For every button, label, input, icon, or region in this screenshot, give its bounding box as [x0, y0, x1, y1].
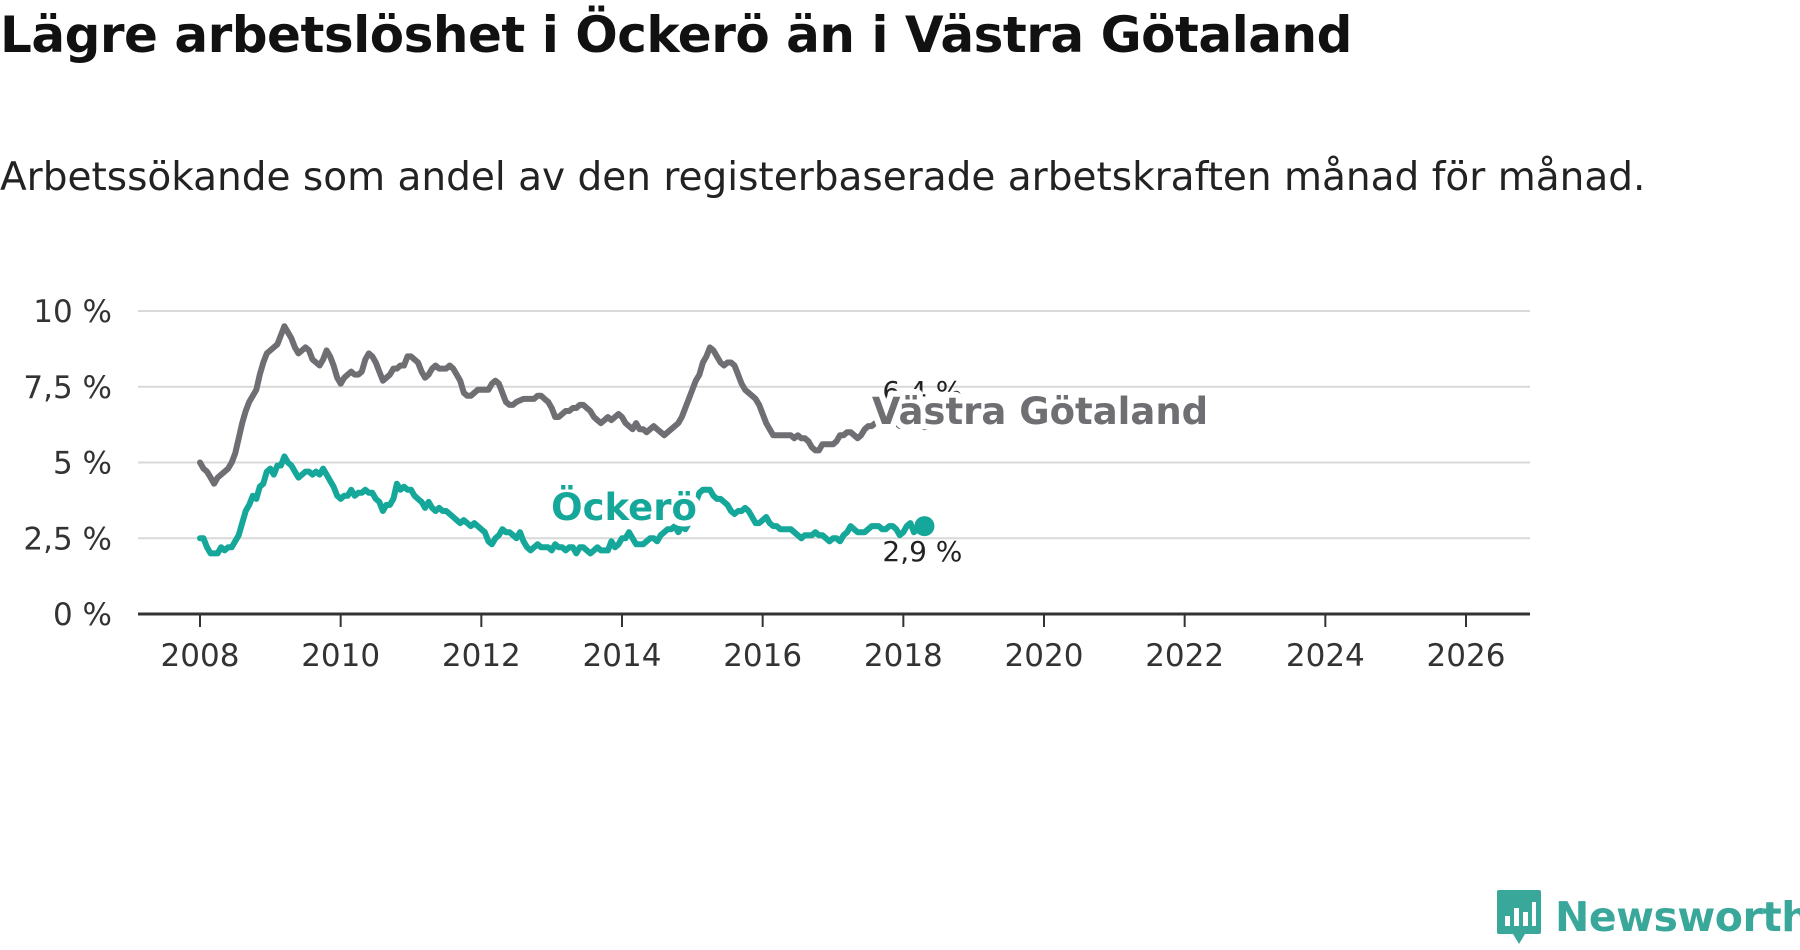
x-tick-label: 2022: [1145, 638, 1224, 674]
series-name-label: Västra Götaland: [872, 390, 1208, 433]
x-tick-label: 2016: [723, 638, 802, 674]
end-point-marker: [914, 410, 935, 431]
end-value-label: 6,4 %: [882, 375, 962, 408]
series-line-ockero: [197, 453, 928, 557]
end-value-label: 2,9 %: [882, 535, 962, 568]
series-line-vastra-gotaland: [197, 323, 928, 487]
x-tick-label: 2026: [1427, 638, 1506, 674]
x-tick-label: 2012: [442, 638, 521, 674]
brand-logo[interactable]: Newsworthy: [1495, 888, 1800, 946]
y-tick-label: 2,5 %: [23, 521, 112, 557]
y-tick-label: 0 %: [53, 597, 112, 633]
chart-title: Lägre arbetslöshet i Öckerö än i Västra …: [0, 6, 1352, 64]
chart-subtitle: Arbetssökande som andel av den registerb…: [0, 155, 1646, 200]
x-tick-label: 2024: [1286, 638, 1365, 674]
y-axis: 0 % 2,5 % 5 % 7,5 % 10 %: [23, 294, 112, 633]
x-tick-label: 2008: [161, 638, 240, 674]
brand-name: Newsworthy: [1555, 893, 1800, 941]
y-tick-label: 5 %: [53, 446, 112, 482]
x-tick-label: 2010: [301, 638, 380, 674]
newsworthy-logo-icon: [1495, 888, 1543, 946]
end-point-marker: [914, 516, 935, 537]
y-tick-label: 7,5 %: [23, 370, 112, 406]
y-tick-label: 10 %: [33, 294, 112, 330]
x-tick-label: 2014: [583, 638, 662, 674]
series-name-halo: Öckerö: [551, 485, 697, 529]
x-axis: 2008 2010 2012 2014 2016 2018 2020 2022 2024 2026: [138, 612, 1530, 674]
x-tick-label: 2018: [864, 638, 943, 674]
series-name-halo: Västra Götaland: [872, 390, 1208, 433]
x-tick-label: 2020: [1005, 638, 1084, 674]
series-name-label: Öckerö: [551, 485, 697, 529]
grid: [138, 310, 1530, 540]
series-lines: [197, 323, 935, 557]
